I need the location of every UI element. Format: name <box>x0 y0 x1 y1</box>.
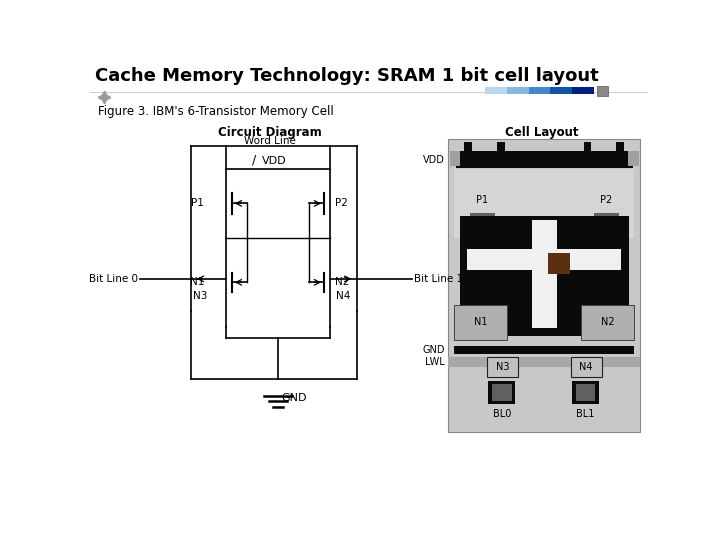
Text: BL0: BL0 <box>492 409 511 419</box>
Bar <box>507 87 528 94</box>
Bar <box>459 217 629 336</box>
Text: N3: N3 <box>495 362 509 372</box>
Text: Word Line: Word Line <box>244 137 296 146</box>
Text: P1: P1 <box>476 194 488 205</box>
Bar <box>469 213 495 231</box>
Bar <box>550 87 572 94</box>
Bar <box>572 381 599 404</box>
Text: VDD: VDD <box>423 154 445 165</box>
Text: P1: P1 <box>191 198 204 208</box>
Text: GND: GND <box>282 393 307 403</box>
Bar <box>454 346 634 354</box>
Bar <box>448 139 640 432</box>
Bar <box>449 151 461 166</box>
Bar <box>570 356 601 377</box>
Bar <box>488 381 516 404</box>
Text: N3: N3 <box>193 291 207 301</box>
Text: N1: N1 <box>189 278 204 287</box>
Text: VDD: VDD <box>262 156 287 166</box>
Bar <box>492 384 512 401</box>
Text: Circuit Diagram: Circuit Diagram <box>218 126 322 139</box>
Text: N1: N1 <box>474 318 487 327</box>
Text: Bit Line 1: Bit Line 1 <box>414 274 463 284</box>
Bar <box>616 142 624 153</box>
Bar <box>497 142 505 153</box>
Bar <box>456 151 632 168</box>
Text: Cell Layout: Cell Layout <box>505 126 579 139</box>
Text: N2: N2 <box>601 318 614 327</box>
Bar <box>464 142 472 153</box>
Text: Bit Line 0: Bit Line 0 <box>89 274 138 284</box>
Bar <box>467 249 621 271</box>
Bar <box>548 253 570 274</box>
Bar <box>528 87 550 94</box>
Text: /: / <box>252 153 256 166</box>
Bar <box>485 87 507 94</box>
Text: Figure 3. IBM's 6-Transistor Memory Cell: Figure 3. IBM's 6-Transistor Memory Cell <box>98 105 333 118</box>
Bar <box>487 356 518 377</box>
Bar <box>454 305 507 340</box>
Bar <box>448 356 640 367</box>
Text: BL1: BL1 <box>577 409 595 419</box>
Bar <box>628 151 639 166</box>
Text: N2: N2 <box>335 278 349 287</box>
Text: P2: P2 <box>600 194 612 205</box>
Text: GND: GND <box>423 345 445 355</box>
Text: N4: N4 <box>336 291 350 301</box>
Bar <box>576 384 595 401</box>
Bar <box>584 142 591 153</box>
Bar <box>594 213 618 231</box>
Bar <box>454 168 634 238</box>
Text: Cache Memory Technology: SRAM 1 bit cell layout: Cache Memory Technology: SRAM 1 bit cell… <box>94 67 598 85</box>
Bar <box>532 220 557 328</box>
Text: LWL: LWL <box>426 357 445 367</box>
Text: P2: P2 <box>335 198 348 208</box>
Bar <box>572 87 594 94</box>
Bar <box>581 305 634 340</box>
Bar <box>597 85 608 96</box>
Text: N4: N4 <box>580 362 593 372</box>
